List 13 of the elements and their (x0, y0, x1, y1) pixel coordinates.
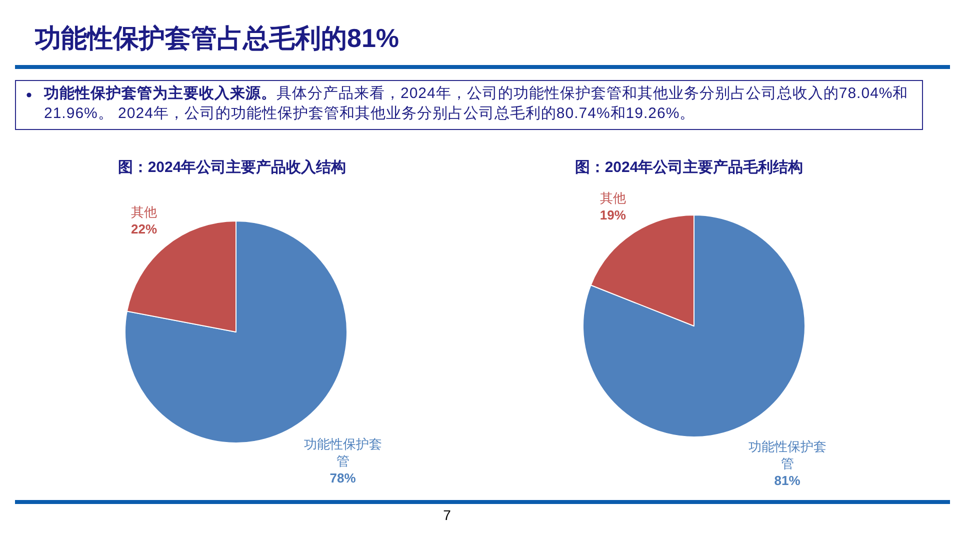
chart-title: 图：2024年公司主要产品毛利结构 (574, 158, 804, 176)
chart-title: 图：2024年公司主要产品收入结构 (118, 158, 346, 176)
slice-label: 功能性保护套管 (304, 436, 382, 469)
text: 功能性保护套管占总毛利的81% (35, 22, 400, 55)
text: 7 (442, 507, 452, 523)
text: 功能性保护套管为主要收入来源。 (44, 85, 276, 102)
slice-label: 其他 (131, 204, 157, 220)
data-label: 22% (130, 222, 158, 237)
slice-label: 功能性保护套管 (748, 438, 826, 471)
data-label: 19% (600, 208, 626, 223)
slice-label: 其他 (600, 190, 626, 206)
data-label: 81% (774, 472, 801, 488)
data-label: 78% (330, 470, 356, 486)
